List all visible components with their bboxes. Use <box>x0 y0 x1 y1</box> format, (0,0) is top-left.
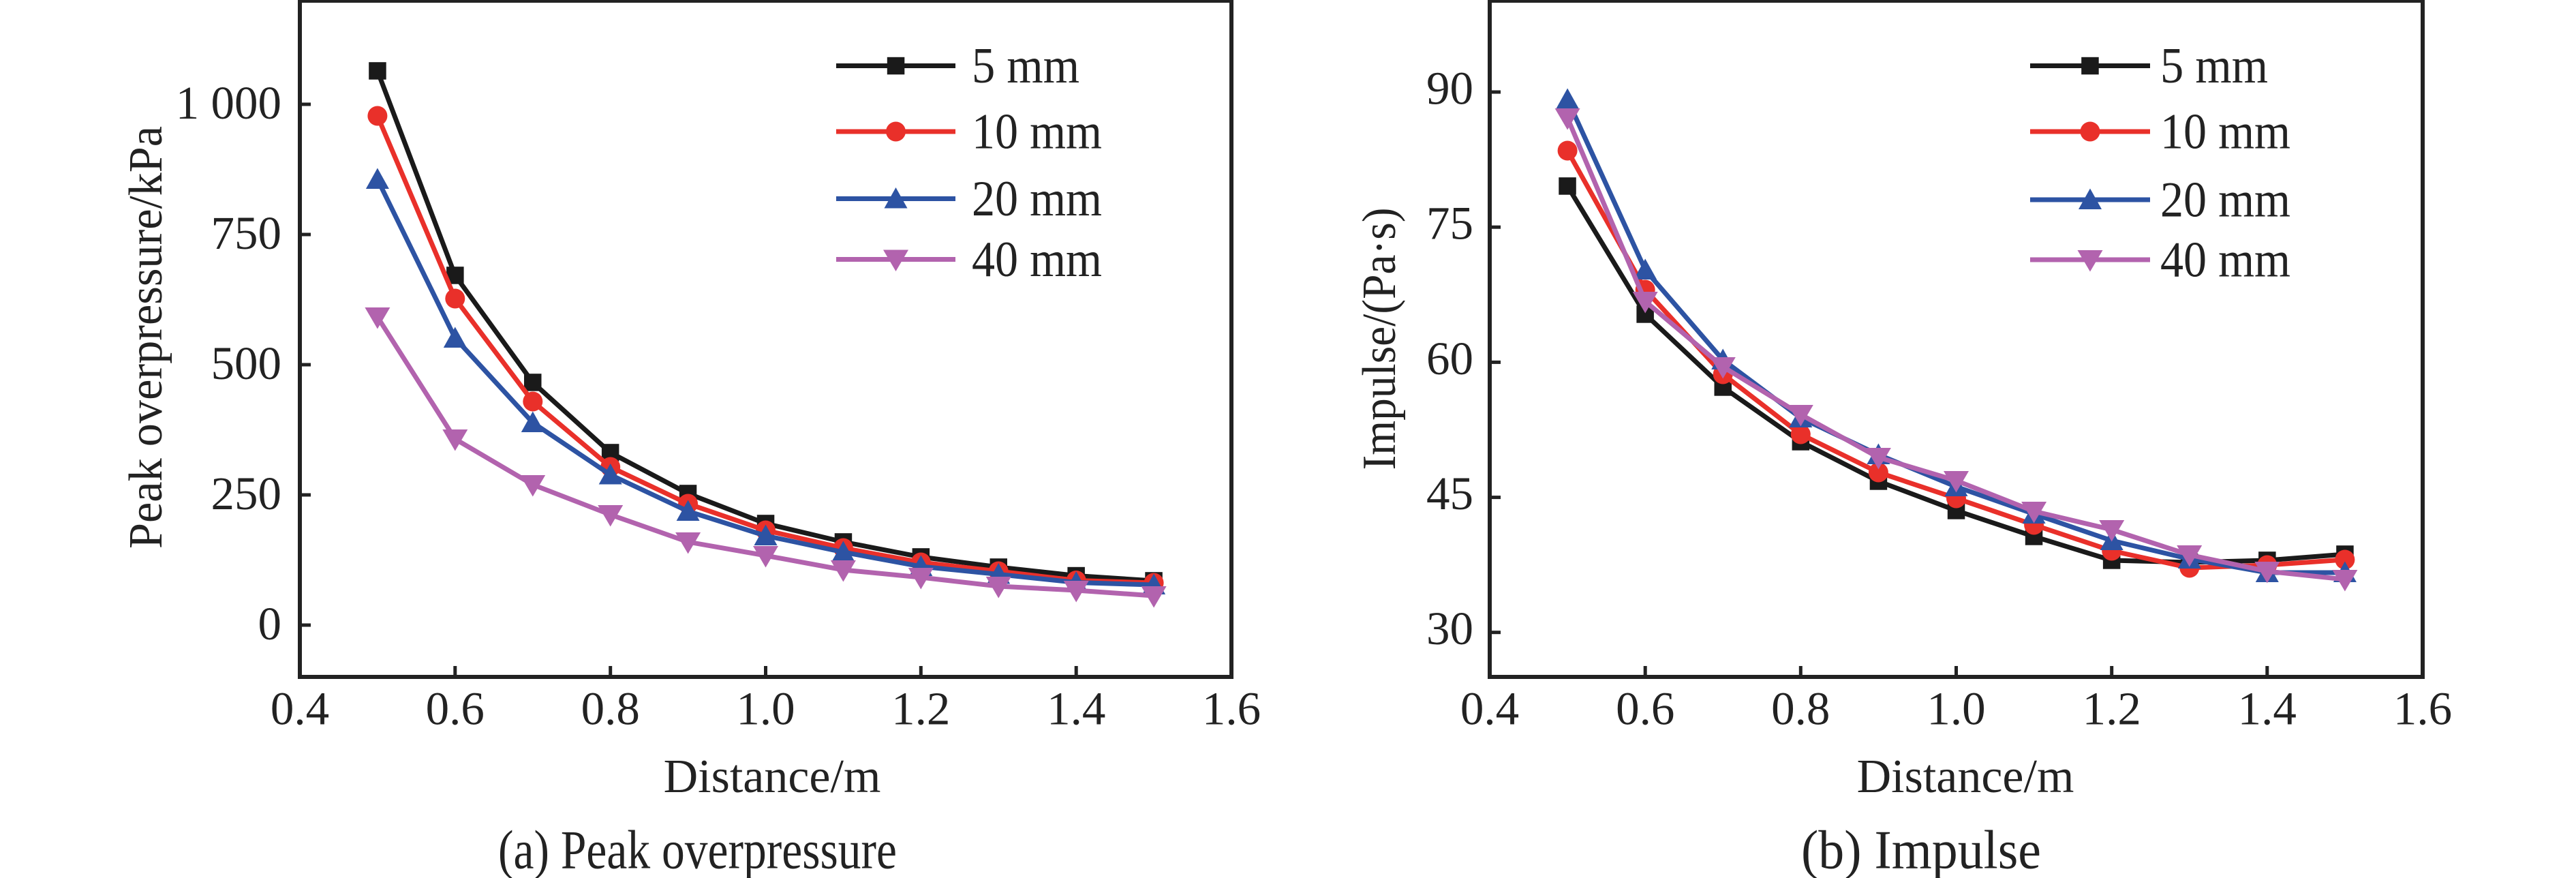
svg-text:(b) Impulse: (b) Impulse <box>1801 819 2041 878</box>
svg-text:750: 750 <box>211 207 282 259</box>
svg-text:90: 90 <box>1426 63 1473 115</box>
svg-text:1 000: 1 000 <box>176 77 281 129</box>
svg-text:1.4: 1.4 <box>2238 683 2297 735</box>
svg-text:Peak overpressure/kPa: Peak overpressure/kPa <box>120 126 172 549</box>
svg-text:0: 0 <box>258 598 282 650</box>
svg-text:45: 45 <box>1426 468 1473 519</box>
svg-text:40 mm: 40 mm <box>972 232 1102 288</box>
svg-text:0.4: 0.4 <box>271 683 329 735</box>
svg-text:500: 500 <box>211 337 282 389</box>
svg-text:5 mm: 5 mm <box>2160 38 2268 94</box>
svg-text:1.0: 1.0 <box>1927 683 1985 735</box>
svg-text:1.4: 1.4 <box>1047 683 1105 735</box>
svg-text:1.6: 1.6 <box>1202 683 1261 735</box>
svg-text:40 mm: 40 mm <box>2160 232 2290 288</box>
svg-text:Impulse/(Pa·s): Impulse/(Pa·s) <box>1353 208 1406 470</box>
svg-text:250: 250 <box>211 468 282 519</box>
svg-text:10 mm: 10 mm <box>2160 104 2290 160</box>
svg-text:60: 60 <box>1426 333 1473 384</box>
svg-text:0.6: 0.6 <box>426 683 485 735</box>
svg-text:1.2: 1.2 <box>891 683 950 735</box>
svg-text:Distance/m: Distance/m <box>1857 751 2074 803</box>
svg-text:10 mm: 10 mm <box>972 104 1102 160</box>
svg-text:0.8: 0.8 <box>581 683 640 735</box>
svg-text:0.8: 0.8 <box>1771 683 1830 735</box>
svg-text:20 mm: 20 mm <box>972 171 1102 227</box>
svg-text:(a) Peak overpressure: (a) Peak overpressure <box>498 819 897 878</box>
svg-text:1.6: 1.6 <box>2393 683 2452 735</box>
svg-text:1.2: 1.2 <box>2083 683 2141 735</box>
svg-text:1.0: 1.0 <box>736 683 795 735</box>
svg-text:0.4: 0.4 <box>1460 683 1519 735</box>
svg-text:30: 30 <box>1426 603 1473 654</box>
svg-text:75: 75 <box>1426 198 1473 249</box>
svg-text:Distance/m: Distance/m <box>664 751 881 803</box>
svg-text:20 mm: 20 mm <box>2160 172 2290 228</box>
svg-text:5 mm: 5 mm <box>972 38 1079 94</box>
svg-text:0.6: 0.6 <box>1616 683 1674 735</box>
